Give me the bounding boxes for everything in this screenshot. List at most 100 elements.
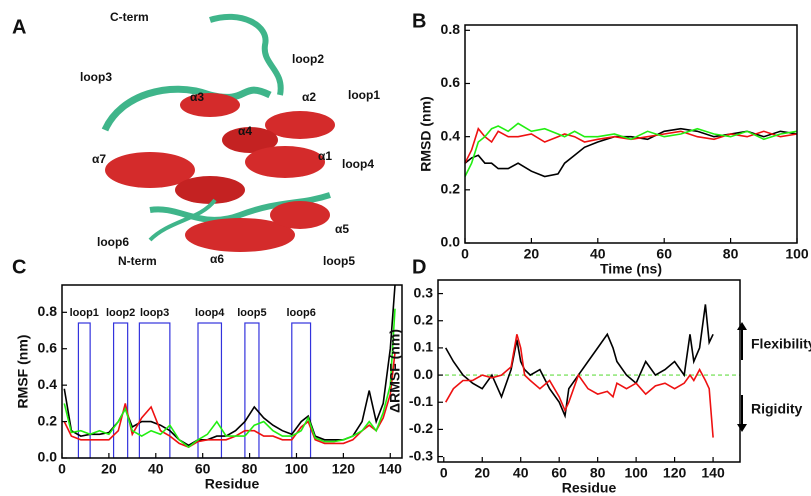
- data-line: [445, 304, 714, 419]
- structure-label: loop3: [80, 70, 112, 84]
- loop-region: [138, 322, 171, 459]
- y-tick-label: 0.3: [414, 284, 434, 300]
- x-tick-label: 40: [148, 461, 164, 477]
- data-line: [464, 127, 798, 178]
- axes-frame: [464, 24, 798, 244]
- structure-label: N-term: [118, 254, 157, 268]
- y-tick-label: 0.2: [414, 311, 434, 327]
- y-axis-label: RMSF (nm): [15, 335, 31, 409]
- structure-image: [101, 13, 335, 252]
- axes-frame: [437, 279, 741, 463]
- y-tick-label: 0.4: [441, 127, 461, 143]
- structure-label: α3: [190, 90, 204, 104]
- panel-letter: D: [412, 256, 426, 278]
- x-tick-label: 140: [379, 461, 403, 477]
- x-tick-label: 20: [101, 461, 117, 477]
- loop-label: loop2: [106, 307, 135, 319]
- axes-frame: [61, 284, 403, 459]
- y-axis-label: ΔRMSF (nm): [387, 329, 403, 413]
- y-tick-label: 0.0: [414, 366, 434, 382]
- x-tick-label: 20: [474, 465, 490, 481]
- y-tick-label: -0.2: [409, 420, 433, 436]
- data-line: [464, 127, 798, 164]
- helix: [185, 218, 295, 252]
- y-axis-label: RMSD (nm): [418, 96, 434, 171]
- y-tick-label: -0.3: [409, 447, 433, 463]
- y-tick-label: 0.2: [38, 412, 58, 428]
- structure-label: C-term: [110, 10, 149, 24]
- structure-label: loop5: [323, 254, 355, 268]
- loop-label: loop4: [195, 307, 225, 319]
- structure-label: loop2: [292, 52, 324, 66]
- helix: [222, 127, 278, 153]
- loop-label: loop5: [237, 307, 266, 319]
- panel-letter: A: [12, 16, 26, 38]
- structure-label: loop4: [342, 157, 374, 171]
- helix: [265, 111, 335, 139]
- loop-region: [291, 322, 312, 459]
- x-tick-label: 60: [195, 461, 211, 477]
- y-tick-label: 0.0: [38, 449, 58, 465]
- x-tick-label: 100: [624, 465, 648, 481]
- y-tick-label: 0.6: [441, 74, 461, 90]
- y-tick-label: 0.1: [414, 339, 434, 355]
- y-tick-label: 0.6: [38, 339, 58, 355]
- x-tick-label: 100: [285, 461, 309, 477]
- loop-region: [77, 322, 91, 459]
- data-line: [63, 308, 396, 449]
- chart: 0 20 40 60 80 100 0.0 0.2 0.4 0.6 0.8 Time (ns) RMSD…: [418, 21, 809, 277]
- helix: [105, 152, 195, 188]
- helix: [175, 176, 245, 204]
- helix: [270, 201, 330, 229]
- y-tick-label: -0.1: [409, 393, 433, 409]
- data-line: [464, 122, 798, 177]
- chart: 0 20 40 60 80 100 120 140 -0.3 -0.2 -0.1 0.0 0.1 0.2 0…: [387, 279, 811, 496]
- x-tick-label: 80: [242, 461, 258, 477]
- structure-label: loop1: [348, 88, 380, 102]
- x-tick-label: 40: [513, 465, 529, 481]
- helix: [180, 93, 240, 117]
- x-tick-label: 40: [590, 246, 606, 262]
- x-axis-label: Residue: [205, 476, 260, 492]
- data-line: [445, 334, 714, 438]
- coil: [209, 13, 284, 96]
- x-tick-label: 140: [701, 465, 725, 481]
- helix: [245, 146, 325, 178]
- panel-letter: C: [12, 256, 26, 278]
- y-tick-label: 0.0: [441, 234, 461, 250]
- structure-label: α1: [318, 149, 332, 163]
- x-tick-label: 120: [663, 465, 687, 481]
- structure-label: loop6: [97, 235, 129, 249]
- x-axis-label: Time (ns): [600, 261, 662, 277]
- x-tick-label: 20: [524, 246, 540, 262]
- loop-label: loop6: [287, 307, 316, 319]
- loop-region: [244, 322, 260, 459]
- y-tick-label: 0.8: [441, 21, 461, 37]
- x-tick-label: 0: [58, 461, 66, 477]
- loop-region: [112, 322, 129, 459]
- x-tick-label: 120: [332, 461, 356, 477]
- x-tick-label: 0: [461, 246, 469, 262]
- panel-letter: B: [412, 10, 426, 32]
- structure-label: α6: [210, 252, 224, 266]
- structure-labels: C-term loop2 loop3 α3 α2 loop1 α4 α1 α7 loop4 α5 lo…: [80, 10, 380, 268]
- x-axis-label: Residue: [562, 480, 617, 496]
- y-tick-label: 0.4: [38, 376, 58, 392]
- x-tick-label: 60: [656, 246, 672, 262]
- coil: [149, 192, 331, 223]
- x-tick-label: 80: [723, 246, 739, 262]
- x-tick-label: 100: [785, 246, 809, 262]
- annotation: Flexibility: [751, 336, 811, 352]
- annotation-arrows: [737, 322, 747, 432]
- structure-label: α5: [335, 222, 349, 236]
- structure-label: α2: [302, 90, 316, 104]
- y-tick-label: 0.8: [38, 303, 58, 319]
- coil: [148, 198, 217, 242]
- chart: loop1 loop2 loop3 loop4 loop5 loop6 0 20 40 60 80 1…: [15, 284, 403, 492]
- annotation: Rigidity: [751, 401, 803, 417]
- loop-label: loop3: [140, 307, 169, 319]
- structure-label: α7: [92, 152, 106, 166]
- x-tick-label: 60: [551, 465, 567, 481]
- x-tick-label: 80: [590, 465, 606, 481]
